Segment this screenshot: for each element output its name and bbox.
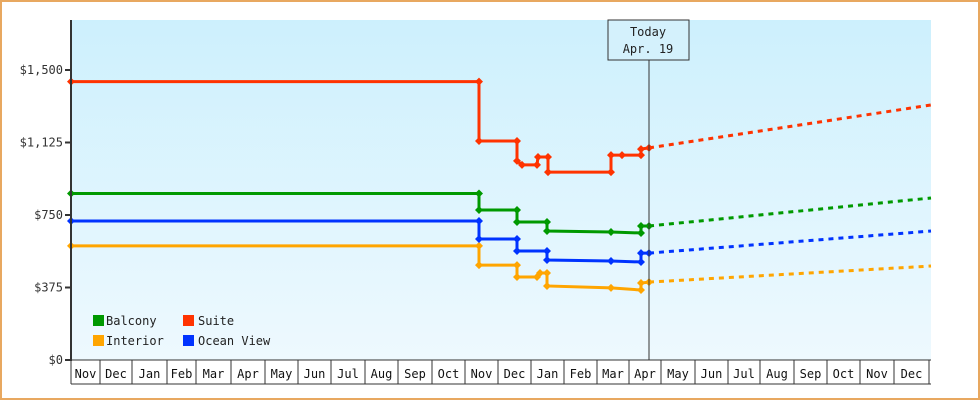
x-tick-label: May: [271, 367, 293, 381]
legend-label-balcony: Balcony: [106, 314, 157, 328]
data-point-marker: [637, 145, 645, 154]
projection-line: [648, 264, 932, 284]
x-tick-label: Nov: [866, 367, 888, 381]
data-point-marker: [607, 283, 615, 292]
data-point-marker: [475, 136, 483, 145]
data-point-marker: [518, 160, 526, 169]
x-tick-label: Mar: [602, 367, 624, 381]
data-point-marker: [637, 257, 645, 266]
x-tick-label: Oct: [833, 367, 855, 381]
data-point-marker: [513, 261, 521, 270]
data-point-marker: [475, 261, 483, 270]
data-point-marker: [475, 77, 483, 86]
data-point-marker: [544, 168, 552, 177]
x-tick-label: Jun: [304, 367, 326, 381]
series-balcony: [67, 189, 932, 237]
data-point-marker: [544, 153, 552, 162]
x-tick-label: Sep: [800, 367, 822, 381]
x-tick-label: Jun: [701, 367, 723, 381]
data-point-marker: [475, 216, 483, 225]
x-tick-label: Mar: [203, 367, 225, 381]
data-point-marker: [475, 189, 483, 198]
x-tick-label: Aug: [766, 367, 788, 381]
x-tick-label: Sep: [404, 367, 426, 381]
data-point-marker: [543, 227, 551, 236]
data-point-marker: [513, 273, 521, 282]
data-point-marker: [637, 228, 645, 237]
series-layer: [67, 77, 932, 295]
data-point-marker: [513, 205, 521, 214]
data-point-marker: [543, 281, 551, 290]
data-point-marker: [543, 217, 551, 226]
x-tick-label: Aug: [371, 367, 393, 381]
data-point-marker: [637, 222, 645, 231]
y-tick-label: $1,500: [20, 63, 63, 77]
legend-label-suite: Suite: [198, 314, 234, 328]
data-point-marker: [513, 246, 521, 255]
x-tick-label: Jul: [337, 367, 359, 381]
today-date: Apr. 19: [623, 42, 674, 56]
data-point-marker: [475, 234, 483, 243]
legend-swatch-suite: [183, 315, 194, 326]
data-point-marker: [637, 151, 645, 160]
x-tick-label: Apr: [237, 367, 259, 381]
x-tick-label: Apr: [634, 367, 656, 381]
projection-line: [648, 103, 932, 150]
data-point-marker: [513, 217, 521, 226]
legend-label-ocean-view: Ocean View: [198, 334, 271, 348]
x-tick-label: Feb: [171, 367, 193, 381]
x-tick-label: Oct: [438, 367, 460, 381]
data-point-marker: [534, 153, 542, 162]
legend-label-interior: Interior: [106, 334, 164, 348]
x-axis-months: Nov Dec Jan Feb Mar Apr May Jun Jul Aug Sep Oct Nov D…: [70, 359, 931, 385]
plot-area: [71, 20, 931, 360]
data-point-marker: [543, 269, 551, 278]
x-tick-label: Jul: [733, 367, 755, 381]
data-point-marker: [607, 151, 615, 160]
x-tick-label: Nov: [471, 367, 493, 381]
data-point-marker: [607, 168, 615, 177]
projection-line: [648, 229, 932, 255]
today-box: [607, 19, 690, 61]
data-point-marker: [513, 156, 521, 165]
y-tick-label: $0: [49, 353, 63, 367]
series-interior: [67, 241, 932, 295]
projection-line: [648, 196, 932, 228]
data-point-marker: [513, 234, 521, 243]
data-point-marker: [607, 228, 615, 237]
data-point-marker: [543, 256, 551, 265]
data-point-marker: [475, 241, 483, 250]
today-label: Today: [630, 25, 666, 39]
legend-swatch-balcony: [93, 315, 104, 326]
x-tick-label: Jan: [139, 367, 161, 381]
x-tick-label: Feb: [570, 367, 592, 381]
data-point-marker: [513, 136, 521, 145]
data-point-marker: [543, 246, 551, 255]
x-tick-label: Nov: [75, 367, 97, 381]
data-point-marker: [618, 151, 626, 160]
x-tick-label: Dec: [901, 367, 923, 381]
legend-swatch-interior: [93, 335, 104, 346]
legend-swatch-ocean-view: [183, 335, 194, 346]
x-tick-label: Jan: [537, 367, 559, 381]
data-point-marker: [637, 279, 645, 288]
legend: Balcony Suite Interior Ocean View: [93, 314, 271, 348]
data-point-marker: [637, 286, 645, 295]
data-point-marker: [536, 269, 544, 278]
y-tick-label: $375: [34, 281, 63, 295]
y-axis-ticks: $0 $375 $750 $1,125 $1,500: [20, 63, 71, 367]
data-point-marker: [475, 205, 483, 214]
data-point-marker: [607, 257, 615, 266]
data-point-marker: [637, 249, 645, 258]
y-tick-label: $750: [34, 208, 63, 222]
x-tick-label: May: [667, 367, 689, 381]
data-point-marker: [533, 160, 541, 169]
y-tick-label: $1,125: [20, 136, 63, 150]
x-tick-label: Dec: [105, 367, 127, 381]
x-tick-label: Dec: [504, 367, 526, 381]
series-ocean-view: [67, 216, 932, 266]
